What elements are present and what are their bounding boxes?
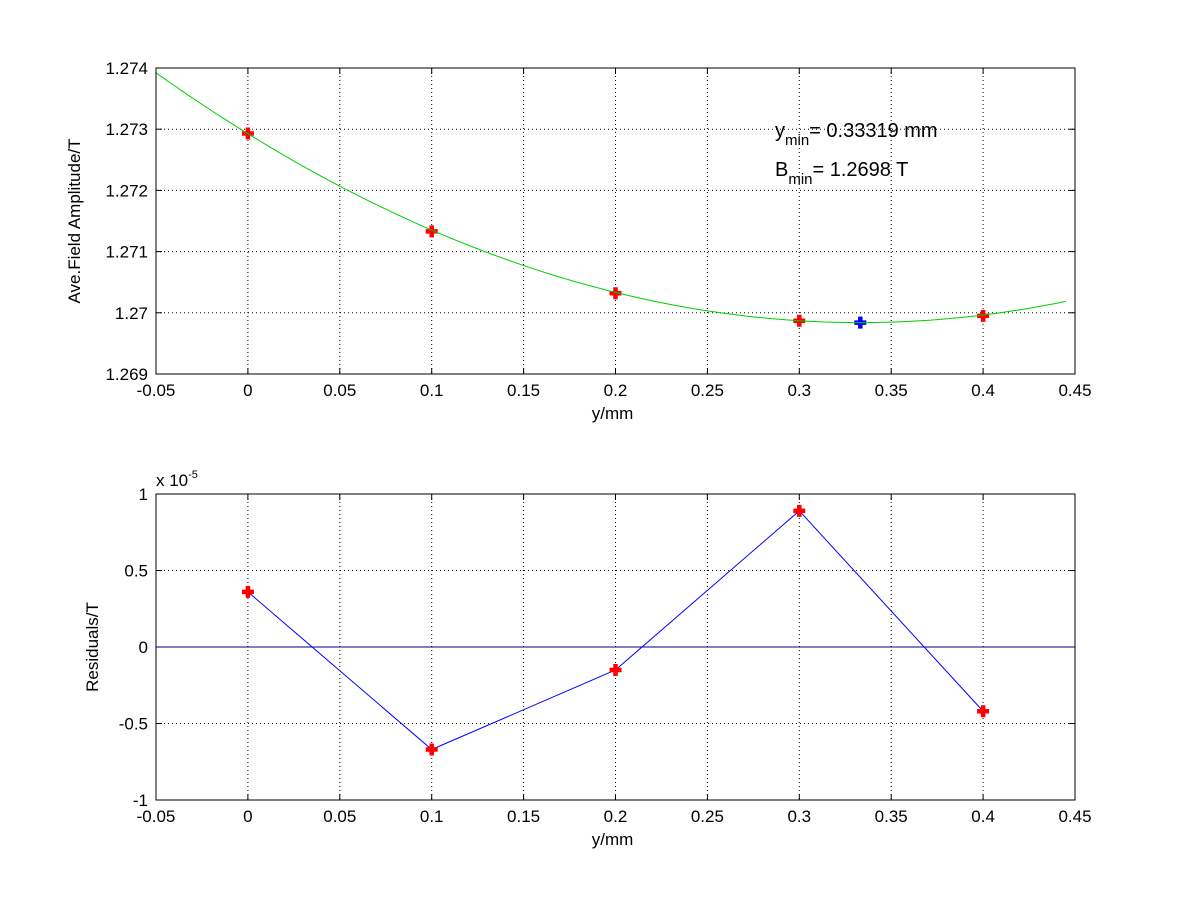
x-tick-label: 0 (243, 807, 252, 826)
field-amplitude-plot: -0.05 0 0.05 0.1 0.15 0.2 0.25 0.3 0.35 0.4 0.45 1.… (65, 59, 1092, 423)
x-axis-label: y/mm (592, 404, 634, 423)
x-tick-label: 0.45 (1058, 807, 1091, 826)
y-tick-label: 0 (139, 638, 148, 657)
fit-curve (155, 72, 1066, 324)
x-tick-label: -0.05 (137, 807, 176, 826)
scale-exponent: -5 (188, 469, 198, 481)
scale-base: x 10 (156, 471, 188, 490)
y-tick-label: 1.27 (115, 304, 148, 323)
x-tick-label: 0.4 (971, 381, 995, 400)
y-tick-label: 1.274 (105, 59, 148, 78)
y-scale-factor: x 10-5 (156, 469, 198, 490)
ymin-value: = 0.33319 mm (809, 120, 937, 142)
x-tick-label: 0.35 (875, 381, 908, 400)
x-tick-label: 0.05 (323, 381, 356, 400)
y-tick-label: 1.271 (105, 243, 148, 262)
y-axis-label: Ave.Field Amplitude/T (65, 138, 84, 303)
data-point (241, 585, 254, 598)
ymin-subscript: min (785, 132, 809, 149)
x-tick-label: 0.3 (787, 807, 811, 826)
x-tick-label: 0.15 (507, 381, 540, 400)
y-tick-label: 1 (139, 485, 148, 504)
x-tick-label: 0.45 (1058, 381, 1091, 400)
ymin-symbol: y (775, 120, 785, 142)
y-tick-label: -1 (133, 791, 148, 810)
x-tick-label: 0.25 (691, 807, 724, 826)
x-tick-label: 0 (243, 381, 252, 400)
y-tick-label: 1.272 (105, 181, 148, 200)
x-axis-label: y/mm (592, 830, 634, 849)
x-tick-label: -0.05 (137, 381, 176, 400)
bmin-symbol: B (775, 159, 788, 181)
y-tick-label: 0.5 (124, 562, 148, 581)
data-point (425, 743, 438, 756)
x-tick-label: 0.25 (691, 381, 724, 400)
axes-box (155, 493, 1076, 801)
x-tick-label: 0.1 (420, 381, 444, 400)
x-tick-label: 0.35 (875, 807, 908, 826)
bmin-subscript: min (788, 171, 812, 188)
y-tick-label: -0.5 (119, 715, 148, 734)
x-tick-label: 0.3 (787, 381, 811, 400)
x-tick-label: 0.4 (971, 807, 995, 826)
axes-box (155, 67, 1076, 375)
x-tick-label: 0.2 (604, 807, 628, 826)
x-tick-label: 0.05 (323, 807, 356, 826)
data-point (793, 504, 806, 517)
x-tick-label: 0.2 (604, 381, 628, 400)
data-point (609, 663, 622, 676)
x-tick-label: 0.1 (420, 807, 444, 826)
bmin-annotation: Bmin= 1.2698 T (775, 159, 908, 188)
y-tick-label: 1.273 (105, 120, 148, 139)
y-tick-label: 1.269 (105, 365, 148, 384)
data-point (977, 705, 990, 718)
y-axis-label: Residuals/T (83, 602, 102, 692)
ymin-annotation: ymin= 0.33319 mm (775, 120, 938, 149)
residuals-plot: -0.05 0 0.05 0.1 0.15 0.2 0.25 0.3 0.35 0.4 0.45 -1… (83, 469, 1092, 849)
x-tick-label: 0.15 (507, 807, 540, 826)
bmin-value: = 1.2698 T (813, 159, 909, 181)
